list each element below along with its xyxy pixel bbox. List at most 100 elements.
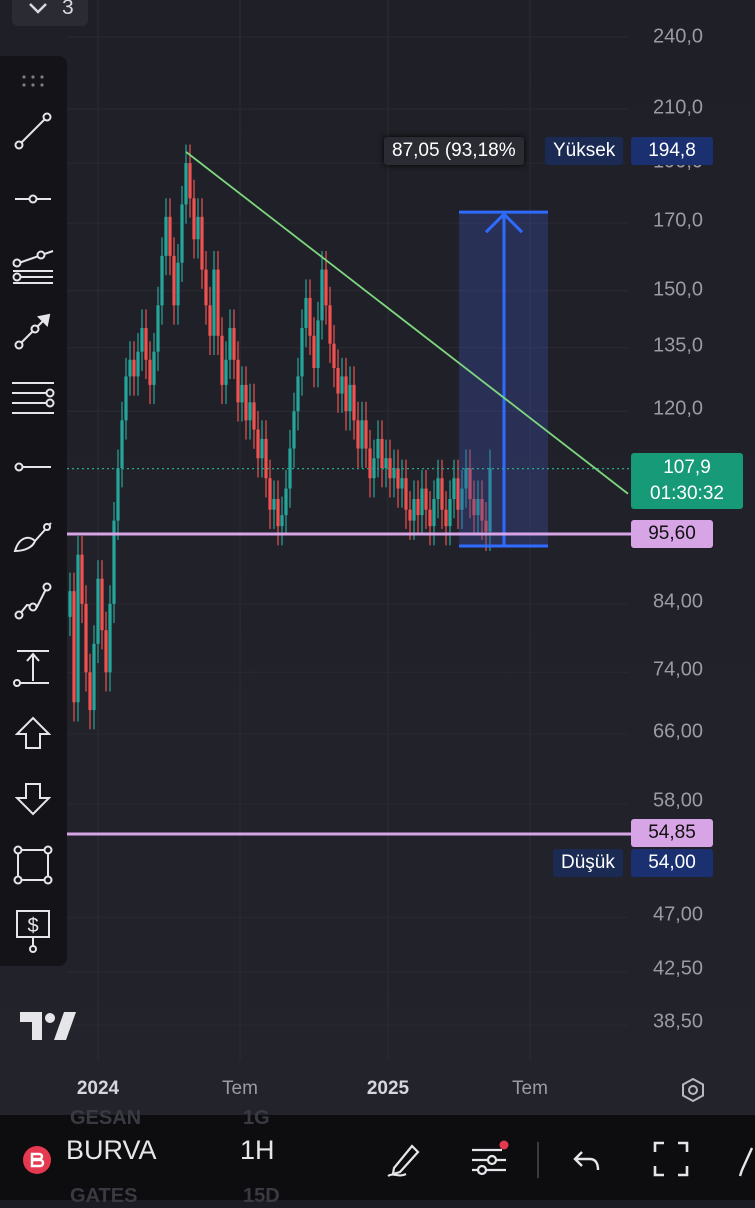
candle-body	[168, 216, 172, 256]
interval-stepper[interactable]: 3	[12, 0, 88, 26]
candle-body	[328, 305, 332, 344]
candle-body	[384, 458, 388, 469]
candle-body	[408, 509, 412, 521]
path-icon[interactable]	[10, 578, 56, 624]
candle-body	[292, 411, 296, 449]
candle-body	[120, 420, 124, 469]
fib-retracement-icon[interactable]	[10, 376, 56, 422]
pencil-icon[interactable]	[384, 1140, 424, 1180]
candle-body	[192, 198, 196, 240]
time-tick: 2025	[366, 1078, 410, 1099]
candle-body	[404, 478, 408, 510]
arrow-up-icon[interactable]	[10, 710, 56, 756]
price-label-icon[interactable]: $	[10, 908, 56, 954]
candle-body	[344, 376, 348, 412]
arrow-line-icon[interactable]	[10, 308, 56, 354]
candle-body	[132, 359, 136, 377]
measure-icon[interactable]	[10, 644, 56, 690]
drag-handle-icon[interactable]	[10, 58, 56, 104]
horizontal-line-icon[interactable]	[10, 444, 56, 490]
svg-text:$: $	[27, 915, 38, 937]
candle-body	[184, 163, 188, 205]
candle-body	[76, 554, 80, 703]
candle-body	[96, 578, 100, 644]
arrow-down-icon[interactable]	[10, 776, 56, 822]
candle-body	[140, 328, 144, 352]
candle-body	[436, 478, 440, 500]
rectangle-icon[interactable]	[10, 842, 56, 888]
price-chart[interactable]	[0, 0, 755, 1115]
candle-body	[84, 603, 88, 673]
candle-body	[400, 478, 404, 489]
price-tick: 150,0	[652, 278, 704, 301]
candle-body	[364, 420, 368, 449]
fullscreen-icon[interactable]	[652, 1140, 690, 1178]
candle-body	[460, 488, 464, 510]
timeframe-button[interactable]: 1H	[240, 1135, 275, 1165]
candle-body	[156, 305, 160, 352]
candle-body	[100, 578, 104, 631]
candle-body	[356, 420, 360, 449]
candle-body	[424, 488, 428, 510]
bottom-bar: GESAN 1G GATES 15D	[0, 1107, 755, 1207]
candle-body	[240, 384, 244, 403]
candle-body	[164, 216, 168, 256]
candle-body	[136, 351, 140, 377]
low-value-tag: 54,00	[631, 849, 713, 877]
candle-body	[288, 448, 292, 489]
candle-body	[416, 499, 420, 516]
candle-body	[300, 328, 304, 377]
candle-body	[204, 269, 208, 306]
candle-body	[224, 359, 228, 385]
candle-body	[172, 255, 176, 306]
price-tick: 66,00	[652, 720, 704, 743]
candle-body	[128, 359, 132, 377]
chevron-down-icon	[29, 3, 47, 14]
candle-body	[92, 643, 96, 711]
candle-body	[312, 335, 316, 369]
chart-area[interactable]: 3 240,0 210,0 190,0 170,0 150,0 135,0 12…	[0, 0, 755, 1115]
trend-line-icon[interactable]	[10, 108, 56, 154]
horizontal-ray-icon[interactable]	[10, 176, 56, 222]
candle-body	[456, 478, 460, 510]
watchlist-faded-interval: 15D	[243, 1185, 280, 1207]
candle-body	[480, 499, 484, 521]
candle-body	[260, 438, 264, 459]
measure-tooltip: 87,05 (93,18%	[384, 137, 524, 165]
candle-body	[376, 438, 380, 459]
candle-body	[308, 298, 312, 336]
candle-body	[388, 458, 392, 479]
candle-body	[212, 269, 216, 336]
candle-body	[368, 448, 372, 479]
measure-arrow-head	[484, 212, 524, 234]
price-tick: 38,50	[652, 1010, 704, 1033]
candle-body	[380, 438, 384, 469]
brush-icon[interactable]	[10, 514, 56, 560]
price-tick: 58,00	[652, 789, 704, 812]
candle-body	[160, 255, 164, 306]
price-tick: 42,50	[652, 957, 704, 980]
chart-settings-icon[interactable]	[680, 1077, 706, 1103]
interval-stepper-value: 3	[62, 0, 74, 19]
watchlist-faded-symbol: GATES	[70, 1185, 138, 1207]
indicators-icon[interactable]	[468, 1140, 510, 1180]
price-tick: 47,00	[652, 903, 704, 926]
lower-level-tag: 54,85	[631, 819, 713, 847]
candle-body	[280, 515, 284, 527]
more-icon[interactable]	[738, 1140, 755, 1180]
candle-body	[68, 591, 72, 617]
candle-body	[348, 384, 352, 412]
candle-body	[216, 269, 220, 336]
symbol-button[interactable]: BURVA	[66, 1135, 157, 1165]
candle-body	[272, 499, 276, 510]
candle-body	[476, 499, 480, 516]
price-tick: 170,0	[652, 209, 704, 232]
candle-body	[448, 499, 452, 527]
candle-body	[464, 468, 468, 489]
pitchfork-icon[interactable]	[10, 242, 56, 288]
undo-icon[interactable]	[570, 1140, 602, 1180]
candle-body	[244, 384, 248, 421]
candle-body	[488, 468, 492, 532]
candle-body	[432, 499, 436, 527]
candle-body	[484, 520, 488, 532]
